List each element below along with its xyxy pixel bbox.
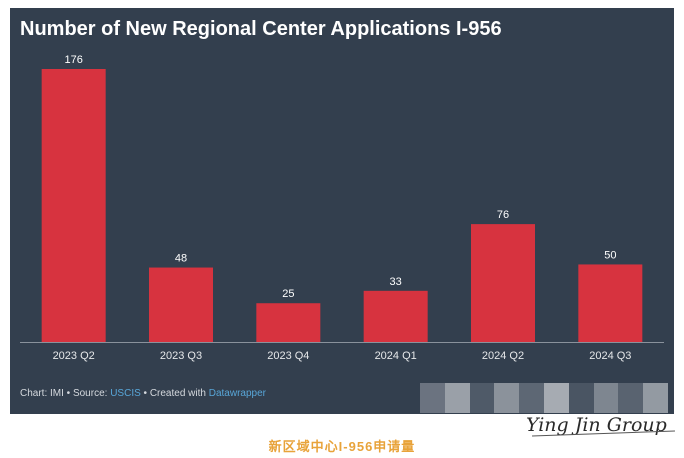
x-tick-label-0: 2023 Q2 xyxy=(53,350,95,362)
chart-title: Number of New Regional Center Applicatio… xyxy=(20,18,502,40)
data-label-2: 25 xyxy=(282,288,294,300)
data-label-1: 48 xyxy=(175,253,187,265)
x-tick-label-1: 2023 Q3 xyxy=(160,350,202,362)
datawrapper-link[interactable]: Datawrapper xyxy=(208,388,267,399)
x-tick-label-5: 2024 Q3 xyxy=(589,350,631,362)
bar-1 xyxy=(149,267,213,342)
data-label-3: 33 xyxy=(390,276,402,288)
bar-chart: 176 2023 Q2 48 2023 Q3 25 2023 Q4 33 2024 Q1 76 2… xyxy=(20,54,664,362)
bar-5 xyxy=(578,264,643,342)
x-tick-label-3: 2024 Q1 xyxy=(375,350,417,362)
data-label-0: 176 xyxy=(64,54,82,66)
x-tick-label-4: 2024 Q2 xyxy=(482,350,524,362)
footer-middle: • Created with xyxy=(140,388,209,399)
bar-4 xyxy=(471,224,535,342)
chart-panel: Number of New Regional Center Applicatio… xyxy=(10,8,674,414)
signature-logo: Ying Jin Group xyxy=(526,414,667,436)
source-link[interactable]: USCIS xyxy=(110,388,141,399)
data-label-5: 50 xyxy=(604,249,616,261)
footer-prefix: Chart: IMI • Source: xyxy=(20,388,111,399)
chart-caption: 新区域中心I-956申请量 xyxy=(268,439,416,454)
bar-0 xyxy=(41,69,106,342)
chart-footer: Chart: IMI • Source: USCIS • Created wit… xyxy=(20,388,266,399)
data-label-4: 76 xyxy=(497,209,509,221)
bar-2 xyxy=(256,303,321,342)
bar-3 xyxy=(363,290,428,342)
blurred-watermark xyxy=(420,383,668,413)
x-tick-label-2: 2023 Q4 xyxy=(267,350,309,362)
